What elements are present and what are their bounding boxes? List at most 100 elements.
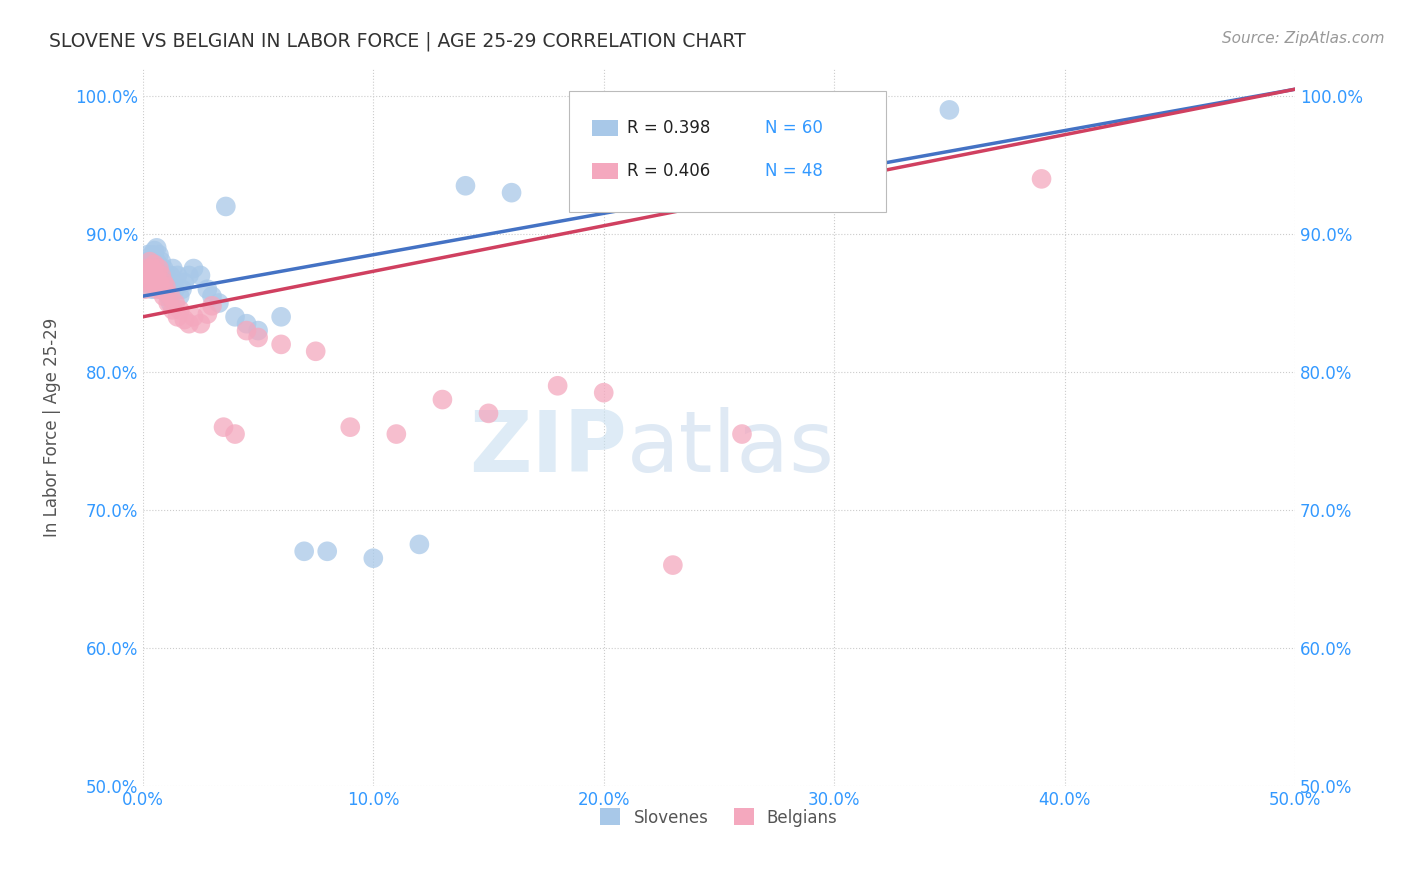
Point: [152, 261, 174, 276]
Point: [162, 261, 184, 276]
Point: [292, 544, 315, 558]
Point: [247, 324, 270, 338]
Text: atlas: atlas: [627, 407, 835, 491]
Point: [155, 282, 177, 296]
Point: [592, 172, 614, 186]
Bar: [592, 120, 617, 136]
Point: [141, 254, 163, 268]
Point: [143, 257, 166, 271]
Point: [173, 276, 195, 290]
Point: [134, 282, 156, 296]
Point: [638, 178, 661, 193]
Point: [145, 254, 167, 268]
Point: [145, 261, 167, 276]
Point: [201, 299, 224, 313]
Point: [316, 544, 339, 558]
Point: [150, 268, 173, 283]
Point: [139, 254, 162, 268]
Point: [150, 282, 173, 296]
Point: [139, 268, 162, 283]
Point: [408, 537, 430, 551]
Point: [165, 296, 187, 310]
Point: [150, 254, 173, 268]
Text: R = 0.398: R = 0.398: [627, 119, 710, 137]
Point: [1031, 172, 1053, 186]
Point: [170, 282, 193, 296]
Point: [305, 344, 328, 359]
Point: [477, 406, 499, 420]
Point: [136, 276, 159, 290]
Point: [148, 248, 170, 262]
Point: [432, 392, 454, 407]
Point: [183, 310, 205, 324]
Point: [148, 276, 170, 290]
Point: [846, 186, 869, 200]
Point: [148, 261, 170, 276]
Point: [145, 282, 167, 296]
Point: [155, 279, 177, 293]
Point: [157, 276, 180, 290]
Point: [152, 276, 174, 290]
Point: [208, 296, 231, 310]
Point: [141, 282, 163, 296]
Point: [212, 420, 235, 434]
Y-axis label: In Labor Force | Age 25-29: In Labor Force | Age 25-29: [44, 318, 60, 537]
Point: [166, 268, 188, 283]
Point: [143, 244, 166, 258]
Point: [363, 551, 385, 566]
Point: [143, 268, 166, 283]
Point: [177, 268, 200, 283]
Point: [145, 266, 167, 280]
Point: [224, 427, 246, 442]
Point: [141, 261, 163, 276]
Text: ZIP: ZIP: [470, 407, 627, 491]
Text: R = 0.406: R = 0.406: [627, 162, 710, 180]
Point: [139, 268, 162, 283]
Point: [152, 276, 174, 290]
Point: [270, 337, 292, 351]
Point: [385, 427, 408, 442]
Point: [150, 268, 173, 283]
Point: [155, 285, 177, 299]
Point: [270, 310, 292, 324]
Point: [547, 378, 569, 392]
Point: [165, 282, 187, 296]
Point: [190, 268, 212, 283]
Point: [183, 261, 205, 276]
Point: [159, 296, 181, 310]
Point: [173, 312, 195, 326]
Point: [143, 268, 166, 283]
Point: [247, 330, 270, 344]
Point: [139, 261, 162, 276]
Point: [152, 289, 174, 303]
Point: [731, 165, 754, 179]
Point: [134, 268, 156, 283]
Point: [141, 248, 163, 262]
Point: [136, 261, 159, 276]
Point: [148, 261, 170, 276]
Point: [159, 268, 181, 283]
Point: [235, 324, 257, 338]
Point: [136, 254, 159, 268]
Point: [662, 558, 685, 573]
Point: [235, 317, 257, 331]
Point: [136, 248, 159, 262]
Point: [157, 296, 180, 310]
Point: [159, 289, 181, 303]
Point: [177, 317, 200, 331]
Point: [938, 103, 960, 117]
Point: [224, 310, 246, 324]
Point: [150, 282, 173, 296]
Point: [501, 186, 523, 200]
Point: [155, 268, 177, 283]
Point: [141, 276, 163, 290]
Point: [169, 289, 191, 303]
Legend: Slovenes, Belgians: Slovenes, Belgians: [592, 800, 846, 835]
Point: [143, 252, 166, 266]
Point: [731, 427, 754, 442]
Point: [162, 302, 184, 317]
Point: [339, 420, 361, 434]
Point: [454, 178, 477, 193]
FancyBboxPatch shape: [569, 92, 886, 212]
Point: [197, 282, 219, 296]
